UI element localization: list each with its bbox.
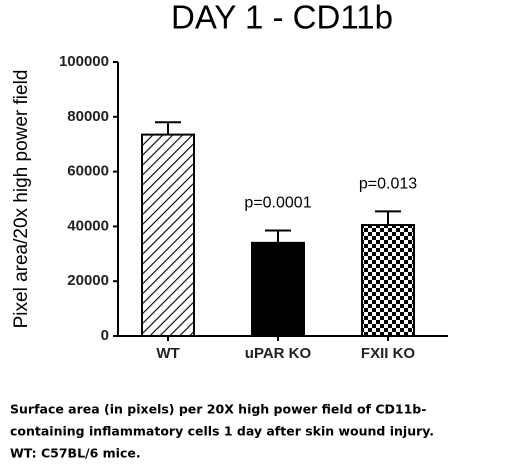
bar [251,241,305,337]
y-tick-label: 40000 [67,217,109,234]
x-tick-label: uPAR KO [245,345,312,362]
x-tick-label: FXII KO [361,345,416,362]
annotation: p=0.0001 [244,195,311,212]
bar [361,224,415,337]
y-tick-label: 100000 [59,53,109,70]
caption-line: WT: C57BL/6 mice. [10,446,141,461]
y-tick-label: 60000 [67,163,109,180]
y-tick-label: 80000 [67,108,109,125]
bar [141,133,195,337]
y-tick-label: 0 [101,327,109,344]
x-tick-label: WT [156,345,179,362]
chart-title: DAY 1 - CD11b [171,0,393,36]
annotation: p=0.013 [359,176,417,193]
caption-line: Surface area (in pixels) per 20X high po… [10,402,426,417]
y-axis-label: Pixel area/20x high power field [11,70,32,329]
caption-line: containing inflammatory cells 1 day afte… [10,424,434,439]
y-tick-label: 20000 [67,272,109,289]
